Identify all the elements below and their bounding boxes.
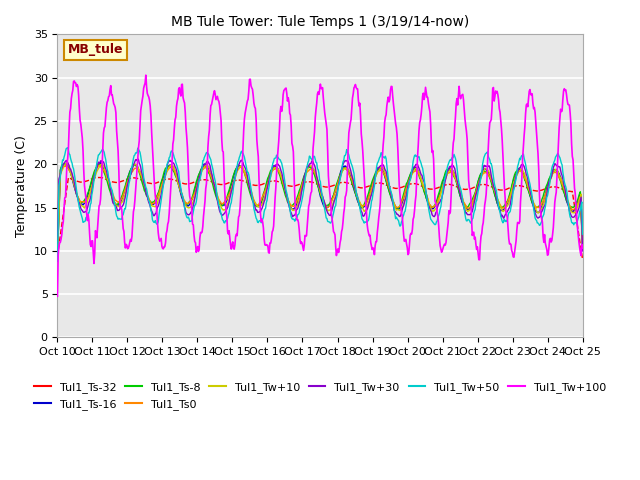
Tul1_Ts-16 [385,185,392,191]
Tul1_Tw+10 [54,255,61,261]
Tul1_Ts-32 [385,183,392,189]
Tul1_Ts0 [385,182,392,188]
Tul1_Tw+30 [54,241,61,247]
Tul1_Ts-8 [400,191,408,197]
Tul1_Ts-32 [199,177,207,182]
Tul1_Tw+100 [142,72,150,78]
Tul1_Ts-8 [54,253,61,259]
Tul1_Ts-16 [579,242,586,248]
Tul1_Tw+100 [199,224,207,229]
Tul1_Ts-16 [199,163,207,168]
Tul1_Tw+50 [171,156,179,162]
Tul1_Tw+10 [64,161,72,167]
Legend: Tul1_Ts-32, Tul1_Ts-16, Tul1_Ts-8, Tul1_Ts0, Tul1_Tw+10, Tul1_Tw+30, Tul1_Tw+50,: Tul1_Ts-32, Tul1_Ts-16, Tul1_Ts-8, Tul1_… [29,378,611,414]
Tul1_Ts-8 [199,164,207,169]
Tul1_Tw+30 [385,179,392,184]
Tul1_Ts-16 [118,197,125,203]
Tul1_Ts-16 [54,254,61,260]
Tul1_Tw+30 [117,204,125,210]
Tul1_Ts-16 [63,162,71,168]
Tul1_Tw+50 [400,212,408,218]
Tul1_Tw+100 [385,94,392,100]
Tul1_Tw+10 [199,166,207,172]
Tul1_Ts0 [199,167,207,172]
Tul1_Tw+50 [199,158,207,164]
Tul1_Tw+50 [579,231,586,237]
Line: Tul1_Tw+10: Tul1_Tw+10 [58,163,582,258]
Tul1_Ts-32 [400,184,408,190]
Tul1_Tw+100 [117,204,125,210]
Tul1_Tw+10 [400,201,408,207]
Tul1_Ts-32 [579,256,586,262]
Tul1_Tw+30 [63,159,71,165]
Tul1_Tw+100 [171,117,179,123]
Tul1_Tw+30 [400,203,408,208]
Line: Tul1_Tw+100: Tul1_Tw+100 [58,75,582,296]
Tul1_Ts-8 [60,161,68,167]
Tul1_Tw+30 [134,156,141,162]
Tul1_Ts0 [579,244,586,250]
Tul1_Ts-8 [64,164,72,170]
Tul1_Tw+10 [118,200,125,205]
Tul1_Tw+50 [64,145,72,151]
Tul1_Ts-8 [118,193,125,199]
Line: Tul1_Tw+30: Tul1_Tw+30 [58,159,582,251]
Tul1_Tw+10 [171,168,179,173]
Tul1_Tw+50 [385,176,392,181]
Tul1_Ts-8 [171,172,179,178]
Tul1_Tw+100 [579,245,586,251]
Tul1_Tw+50 [54,258,61,264]
Tul1_Tw+50 [63,145,71,151]
Tul1_Ts-16 [97,160,104,166]
Tul1_Tw+50 [118,216,125,222]
Tul1_Tw+10 [385,180,392,185]
Y-axis label: Temperature (C): Temperature (C) [15,135,28,237]
Tul1_Tw+10 [63,160,71,166]
Line: Tul1_Tw+50: Tul1_Tw+50 [58,148,582,261]
Tul1_Tw+100 [400,232,408,238]
Title: MB Tule Tower: Tule Temps 1 (3/19/14-now): MB Tule Tower: Tule Temps 1 (3/19/14-now… [171,15,469,29]
Tul1_Ts-16 [171,168,179,174]
Tul1_Tw+30 [199,164,207,169]
Line: Tul1_Ts-8: Tul1_Ts-8 [58,164,582,256]
Tul1_Ts0 [118,196,125,202]
Tul1_Ts0 [95,163,102,168]
Line: Tul1_Ts-32: Tul1_Ts-32 [58,178,582,259]
Tul1_Ts-32 [95,175,102,180]
Tul1_Ts0 [171,169,179,175]
Tul1_Tw+10 [579,238,586,243]
Tul1_Tw+100 [54,293,61,299]
Line: Tul1_Ts0: Tul1_Ts0 [58,166,582,257]
Tul1_Ts-32 [63,185,71,191]
Tul1_Ts0 [54,254,61,260]
Tul1_Ts-8 [579,241,586,247]
Tul1_Ts0 [400,194,408,200]
Tul1_Ts-16 [400,195,408,201]
Tul1_Ts0 [63,164,71,169]
Tul1_Ts-8 [385,186,392,192]
Tul1_Tw+30 [171,164,179,170]
Tul1_Ts-32 [118,179,125,184]
Tul1_Ts-32 [171,178,179,183]
Tul1_Tw+100 [63,161,71,167]
Tul1_Tw+30 [579,248,586,254]
Text: MB_tule: MB_tule [68,43,124,57]
Line: Tul1_Ts-16: Tul1_Ts-16 [58,163,582,257]
Tul1_Ts-32 [54,253,61,259]
